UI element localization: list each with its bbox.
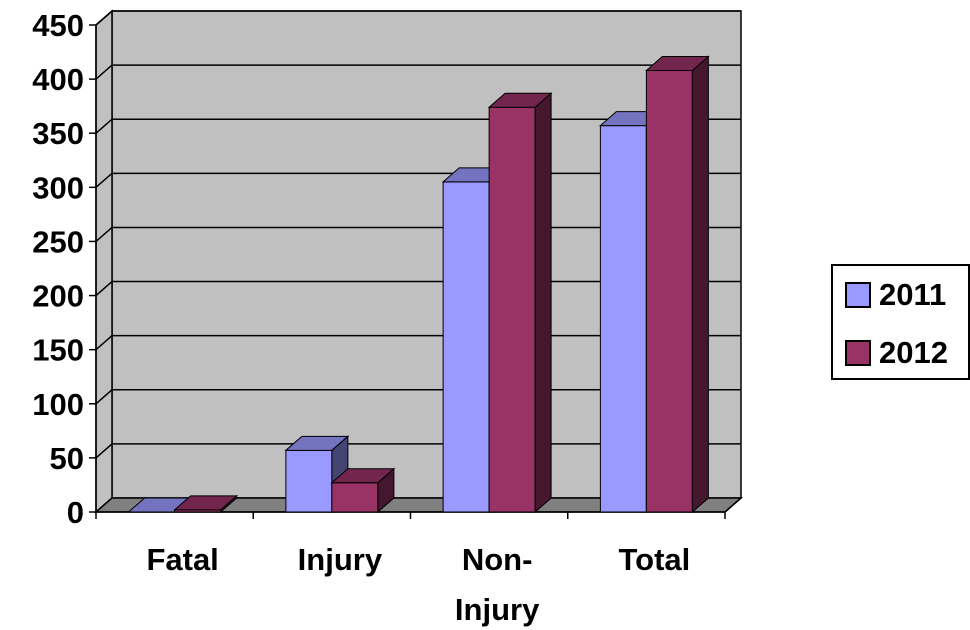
bar-non-injury-2012-front	[488, 106, 536, 513]
bar-injury-2012-top	[330, 468, 396, 484]
y-tick-label: 400	[32, 62, 84, 97]
legend-item-2011: 2011	[845, 277, 947, 312]
x-axis-category-labels: Fatal Injury Non-Injury Total	[146, 542, 690, 627]
bar-non-injury-2012-side	[534, 92, 552, 514]
bars	[127, 55, 710, 514]
legend: 2011 2012	[831, 264, 970, 380]
y-tick-label: 150	[32, 333, 84, 368]
x-axis-end	[724, 497, 742, 513]
y-tick-label: 50	[50, 441, 84, 476]
y-tick-label: 100	[32, 387, 84, 422]
legend-label-2011: 2011	[879, 277, 947, 312]
y-tick-label: 350	[32, 116, 84, 151]
bar-non-injury-2012-top	[487, 92, 553, 108]
y-tick-label: 450	[32, 8, 84, 43]
legend-label-2012: 2012	[879, 335, 948, 370]
x-category-label-injury: Injury	[298, 542, 383, 577]
bar-total-2012-front	[645, 69, 693, 513]
legend-swatch-2011	[845, 282, 871, 308]
y-axis-tick-labels: 0 50 100 150 200 250 300 350 400 450	[32, 8, 84, 530]
bar-non-injury-2012	[487, 92, 553, 514]
y-tick-label: 300	[32, 170, 84, 205]
bar-non-injury-2011-front	[442, 181, 490, 513]
y-tick-label: 200	[32, 279, 84, 314]
x-category-label-total: Total	[619, 542, 691, 577]
legend-swatch-2012	[845, 340, 871, 366]
bar-injury-2011-front	[285, 449, 333, 513]
x-category-label-non-injury: Non-Injury	[455, 542, 540, 627]
bar-total-2011-front	[599, 125, 647, 513]
gridline	[95, 64, 741, 80]
bar-fatal-2012-top	[173, 495, 238, 511]
side-wall	[95, 9, 113, 514]
bar-total-2012	[645, 55, 710, 514]
gridline	[95, 10, 741, 26]
bar-total-2012-top	[645, 55, 710, 71]
bar-injury-2012-front	[331, 482, 379, 513]
bar-injury-2011-top	[284, 435, 350, 451]
y-tick-label: 0	[67, 495, 84, 530]
bar-total-2012-side	[691, 55, 709, 514]
bar-injury-2012	[330, 467, 396, 514]
y-tick-label: 250	[32, 224, 84, 259]
x-category-label-fatal: Fatal	[146, 542, 218, 577]
bar-fatal-2012	[173, 494, 238, 514]
legend-item-2012: 2012	[845, 335, 948, 370]
